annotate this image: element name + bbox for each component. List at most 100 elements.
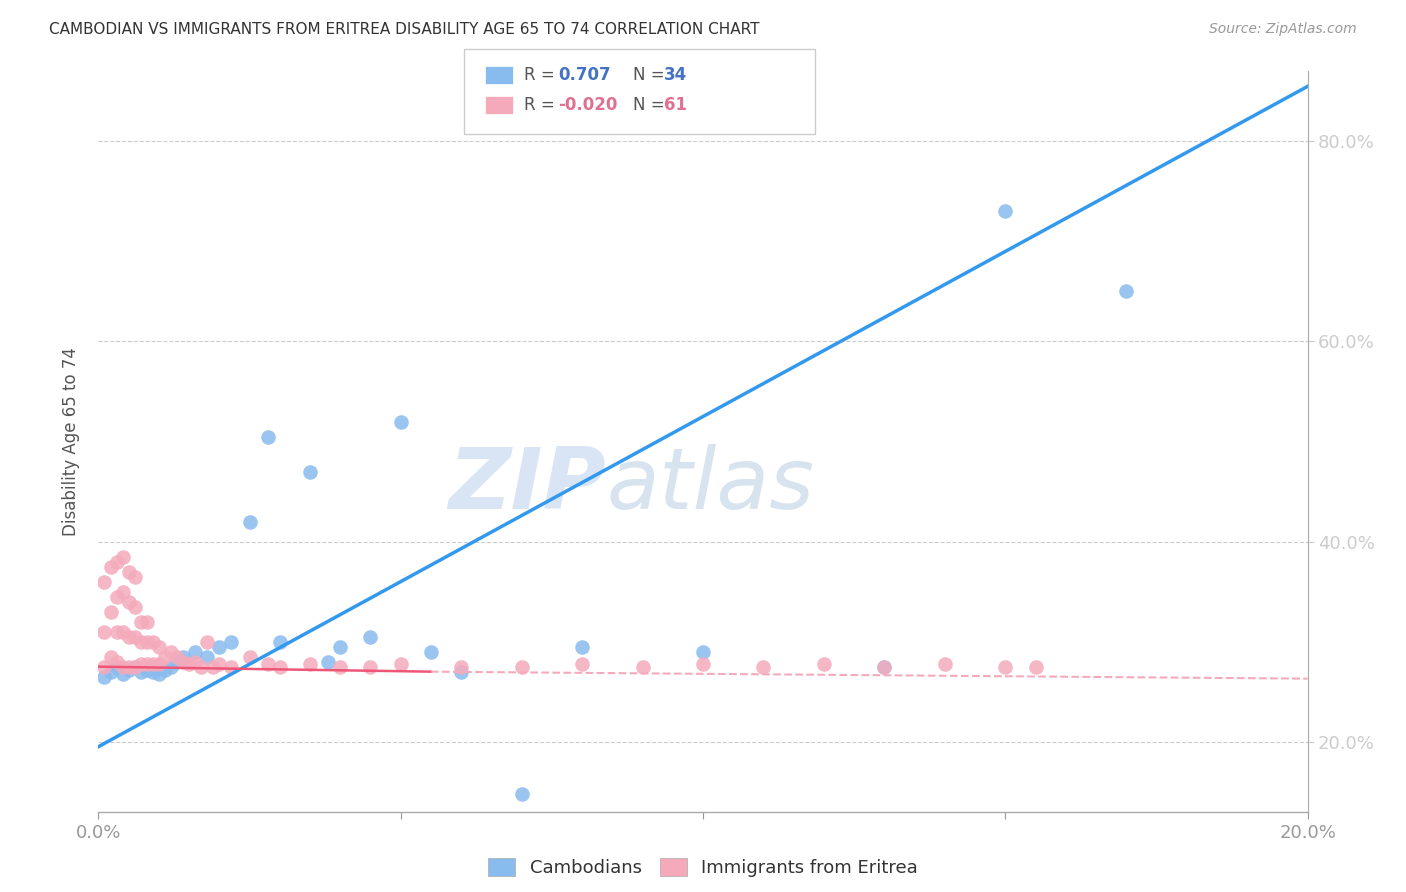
Point <box>195 649 218 664</box>
Point <box>239 649 262 664</box>
Point <box>510 787 533 801</box>
Point <box>153 649 176 664</box>
Point <box>208 640 231 654</box>
Point <box>111 659 134 673</box>
Point <box>571 640 593 654</box>
Point <box>190 659 212 673</box>
Point <box>135 663 157 677</box>
Point <box>105 590 128 604</box>
Point <box>100 665 122 679</box>
Point <box>111 549 134 564</box>
Point <box>124 659 146 673</box>
Text: 34: 34 <box>664 66 688 84</box>
Point <box>1115 285 1137 299</box>
Point <box>105 655 128 669</box>
Point <box>100 649 122 664</box>
Point <box>166 649 188 664</box>
Point <box>389 415 412 429</box>
Text: 0.707: 0.707 <box>558 66 610 84</box>
Point <box>813 657 835 671</box>
Point <box>420 645 443 659</box>
Point <box>124 659 146 673</box>
Point <box>118 659 141 673</box>
Text: R =: R = <box>524 66 555 84</box>
Point <box>153 663 176 677</box>
Point <box>111 584 134 599</box>
Point <box>93 670 115 684</box>
Point <box>124 630 146 644</box>
Point <box>160 645 183 659</box>
Text: R =: R = <box>524 96 555 114</box>
Point <box>631 659 654 673</box>
Point <box>93 624 115 639</box>
Point <box>329 659 352 673</box>
Point <box>172 649 194 664</box>
Point <box>510 659 533 673</box>
Point <box>360 659 382 673</box>
Point <box>571 657 593 671</box>
Point <box>172 655 194 669</box>
Point <box>873 659 896 673</box>
Point <box>118 594 141 608</box>
Text: CAMBODIAN VS IMMIGRANTS FROM ERITREA DISABILITY AGE 65 TO 74 CORRELATION CHART: CAMBODIAN VS IMMIGRANTS FROM ERITREA DIS… <box>49 22 759 37</box>
Point <box>994 659 1017 673</box>
Point <box>111 666 134 681</box>
Point <box>329 640 352 654</box>
Point <box>239 515 262 529</box>
Point <box>142 634 165 648</box>
Point <box>124 599 146 614</box>
Point <box>100 605 122 619</box>
Point <box>129 657 152 671</box>
Point <box>299 657 322 671</box>
Point <box>256 657 278 671</box>
Point <box>135 657 157 671</box>
Point <box>269 634 291 648</box>
Point <box>202 659 225 673</box>
Point <box>752 659 775 673</box>
Text: -0.020: -0.020 <box>558 96 617 114</box>
Point <box>148 657 170 671</box>
Point <box>105 555 128 569</box>
Point <box>93 659 115 673</box>
Point <box>184 655 207 669</box>
Point <box>111 624 134 639</box>
Point <box>166 655 188 669</box>
Point <box>256 429 278 443</box>
Point <box>100 559 122 574</box>
Point <box>221 634 243 648</box>
Point <box>118 630 141 644</box>
Point <box>118 663 141 677</box>
Point <box>994 204 1017 219</box>
Point <box>269 659 291 673</box>
Point <box>389 657 412 671</box>
Point <box>105 624 128 639</box>
Legend: Cambodians, Immigrants from Eritrea: Cambodians, Immigrants from Eritrea <box>481 850 925 884</box>
Point <box>208 657 231 671</box>
Text: 61: 61 <box>664 96 686 114</box>
Point <box>316 655 339 669</box>
Point <box>184 645 207 659</box>
Point <box>129 634 152 648</box>
Point <box>135 615 157 629</box>
Point <box>299 465 322 479</box>
Point <box>148 640 170 654</box>
Point <box>360 630 382 644</box>
Point <box>124 569 146 583</box>
Text: N =: N = <box>633 66 664 84</box>
Point <box>1024 659 1046 673</box>
Point <box>142 657 165 671</box>
Point <box>873 659 896 673</box>
Point <box>118 565 141 579</box>
Point <box>450 659 472 673</box>
Point <box>135 634 157 648</box>
Point <box>179 657 201 671</box>
Text: Source: ZipAtlas.com: Source: ZipAtlas.com <box>1209 22 1357 37</box>
Point <box>450 665 472 679</box>
Point <box>129 665 152 679</box>
Point <box>142 665 165 679</box>
Point <box>221 659 243 673</box>
Point <box>692 657 714 671</box>
Point <box>105 659 128 673</box>
Text: ZIP: ZIP <box>449 444 606 527</box>
Point <box>692 645 714 659</box>
